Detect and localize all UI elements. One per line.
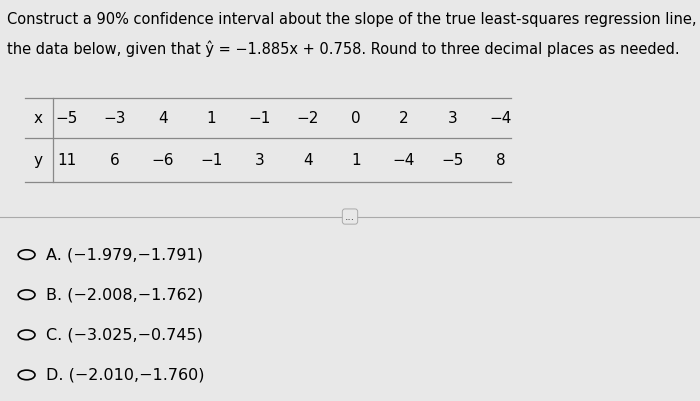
Text: ...: ... [345,212,355,221]
Text: 3: 3 [447,111,457,126]
Text: C. (−3.025,−0.745): C. (−3.025,−0.745) [46,327,202,342]
Text: 4: 4 [303,153,312,168]
Text: 2: 2 [399,111,409,126]
Text: the data below, given that ŷ = −1.885x + 0.758. Round to three decimal places as: the data below, given that ŷ = −1.885x +… [7,40,680,57]
Text: y: y [34,153,43,168]
Text: −6: −6 [152,153,174,168]
Text: 0: 0 [351,111,360,126]
Text: −1: −1 [200,153,223,168]
Text: B. (−2.008,−1.762): B. (−2.008,−1.762) [46,287,202,302]
Text: 8: 8 [496,153,505,168]
Text: −4: −4 [393,153,415,168]
Text: −3: −3 [104,111,126,126]
Text: 1: 1 [351,153,360,168]
Text: 11: 11 [57,153,76,168]
Text: 3: 3 [255,153,265,168]
Text: −1: −1 [248,111,271,126]
Text: 6: 6 [110,153,120,168]
Text: −5: −5 [441,153,463,168]
Text: x: x [34,111,43,126]
Text: Construct a 90% confidence interval about the slope of the true least-squares re: Construct a 90% confidence interval abou… [7,12,700,27]
Text: −5: −5 [55,111,78,126]
Text: 4: 4 [158,111,168,126]
Text: −2: −2 [296,111,318,126]
Text: D. (−2.010,−1.760): D. (−2.010,−1.760) [46,367,204,383]
Text: −4: −4 [489,111,512,126]
Text: 1: 1 [206,111,216,126]
Text: A. (−1.979,−1.791): A. (−1.979,−1.791) [46,247,202,262]
